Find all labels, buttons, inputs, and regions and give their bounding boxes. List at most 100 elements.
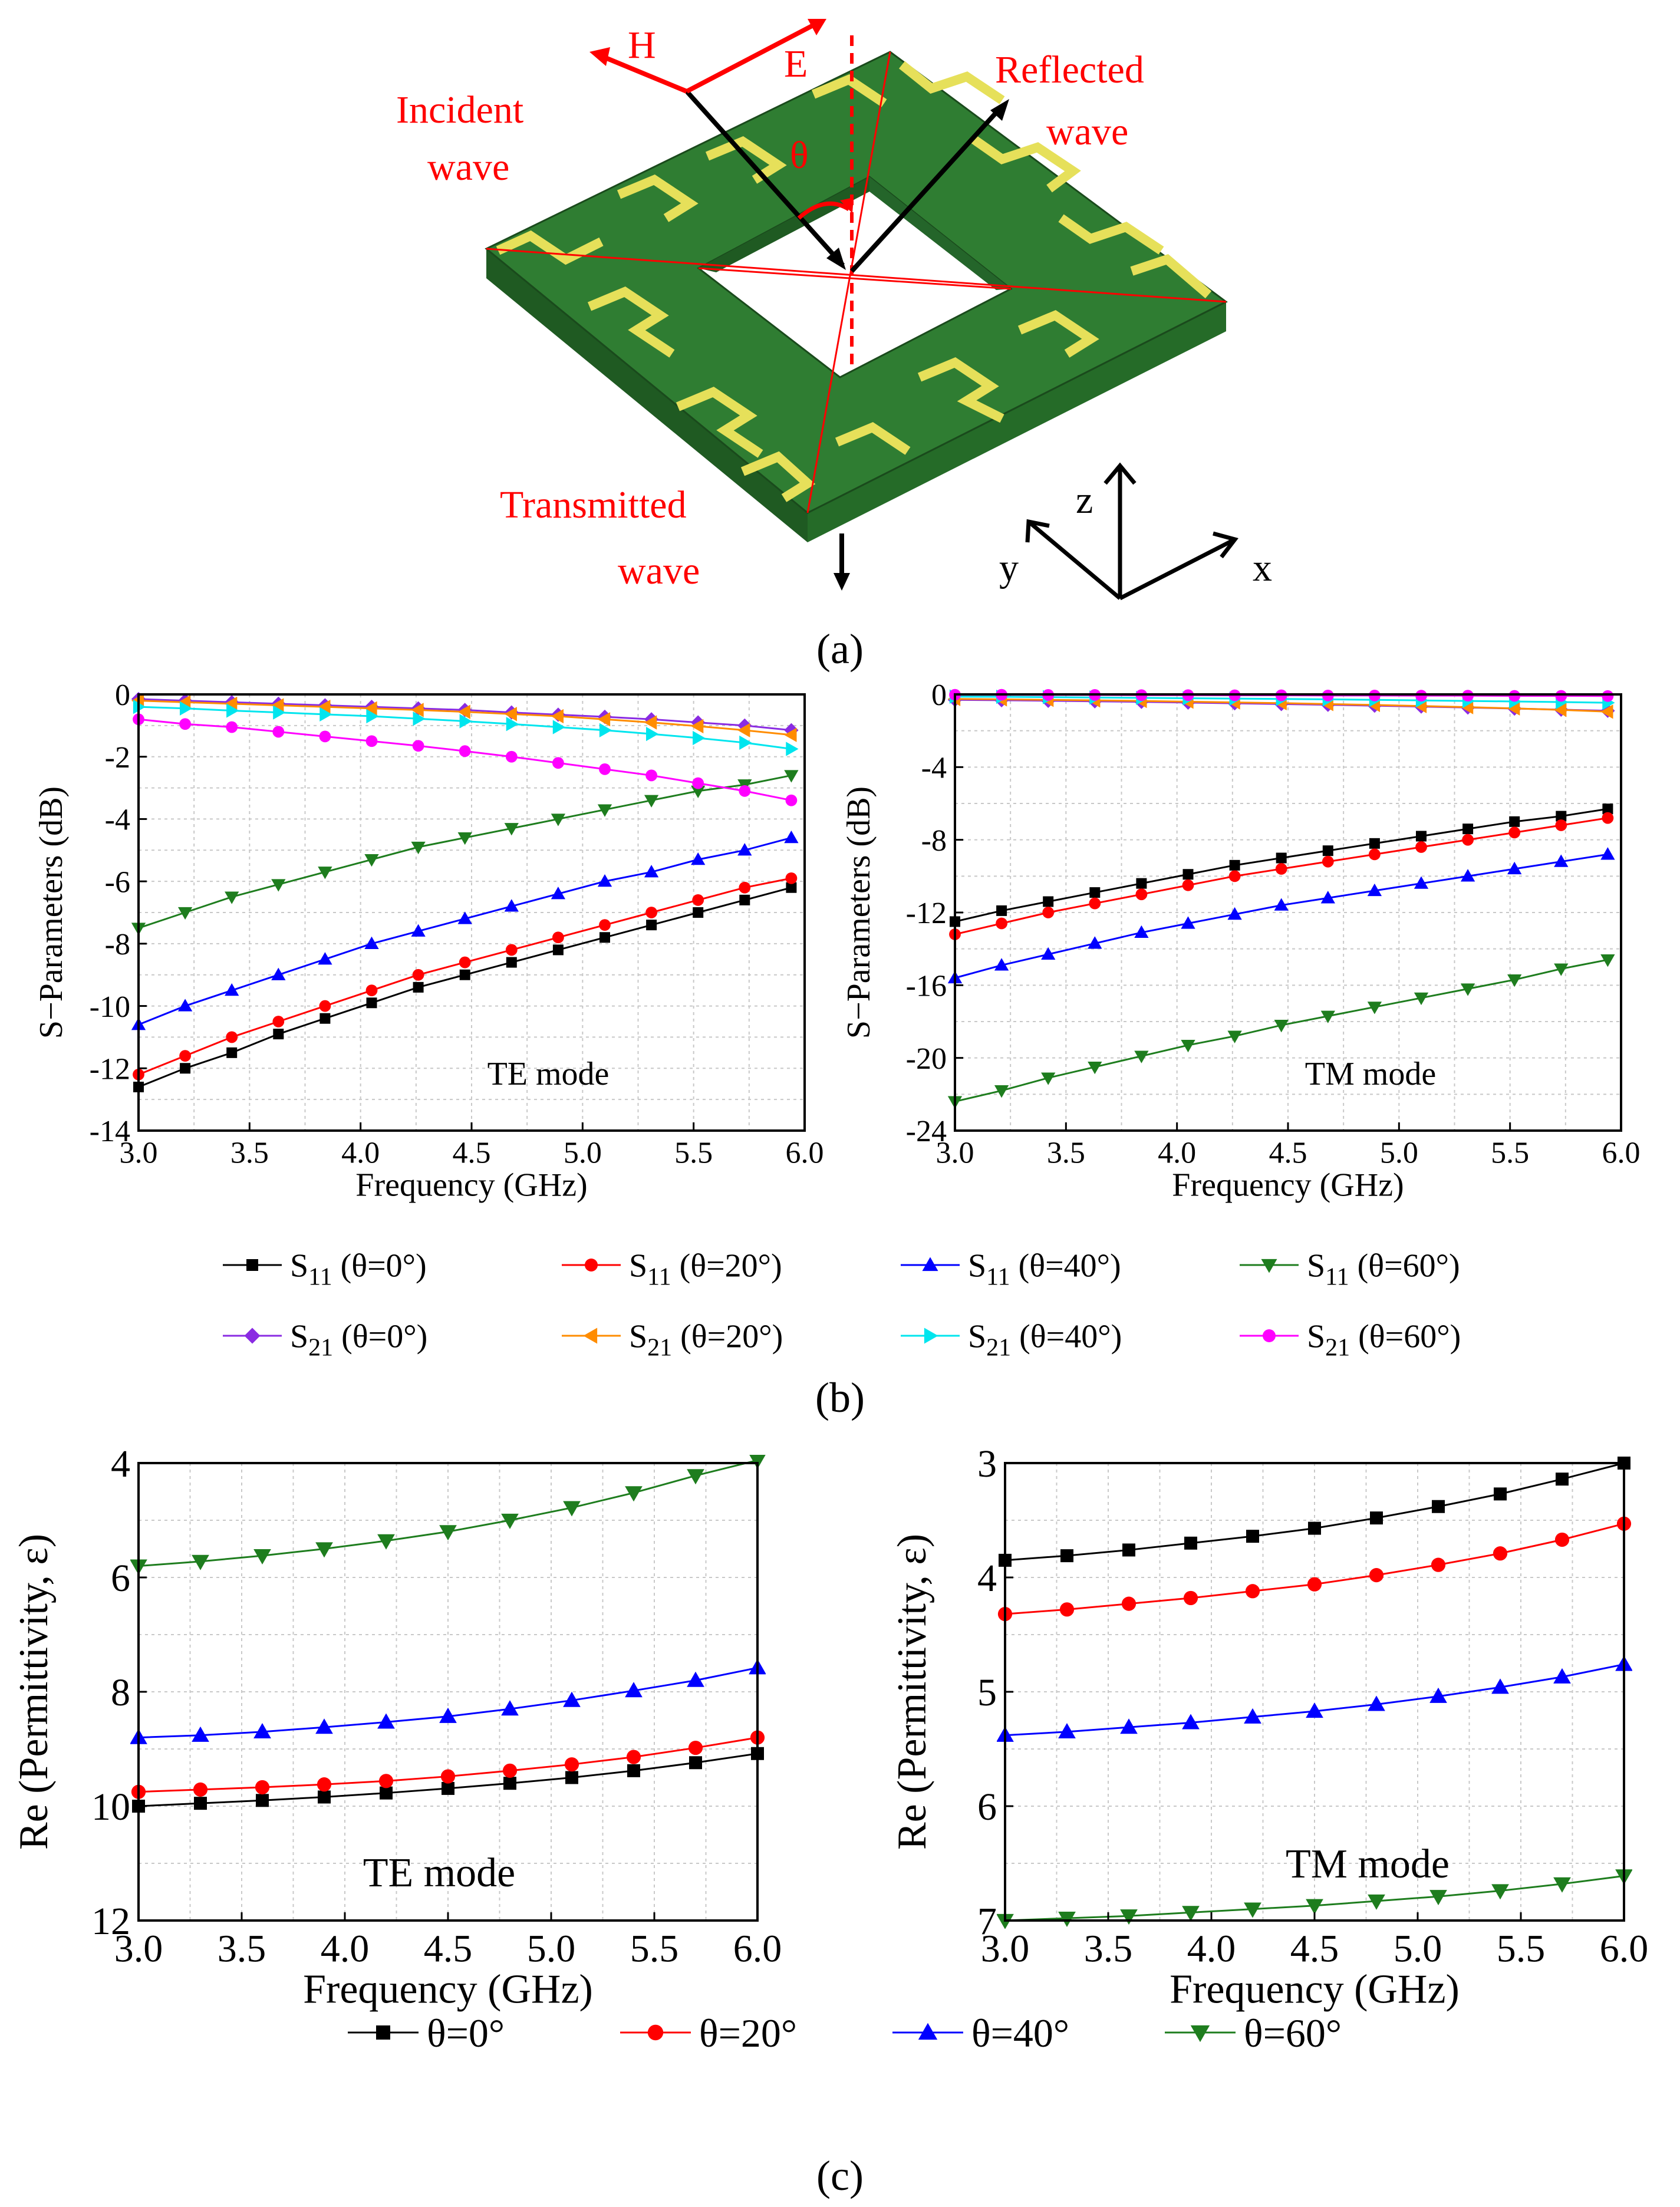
data-point-2-6 bbox=[1368, 1695, 1385, 1711]
data-point-1-14 bbox=[785, 872, 798, 884]
data-point-5-4 bbox=[318, 699, 331, 714]
legend-item-6: S21 (θ=40°) bbox=[901, 1319, 1122, 1362]
y-tick-label: -8 bbox=[105, 928, 130, 961]
data-point-2-7 bbox=[1274, 898, 1289, 911]
h-label: H bbox=[628, 24, 656, 67]
data-point-1-4 bbox=[1135, 888, 1148, 901]
series-group bbox=[131, 691, 799, 1092]
mode-annotation: TE mode bbox=[487, 1056, 610, 1092]
data-point-2-7 bbox=[1429, 1687, 1447, 1703]
data-point-1-9 bbox=[688, 1740, 703, 1755]
x-tick-label: 3.5 bbox=[1084, 1927, 1133, 1970]
data-point-1-2 bbox=[226, 1031, 238, 1043]
x-tick-label: 5.0 bbox=[527, 1927, 576, 1970]
data-point-2-2 bbox=[1041, 947, 1056, 960]
data-point-0-6 bbox=[413, 981, 424, 993]
strip-2 bbox=[587, 286, 675, 358]
data-point-1-11 bbox=[645, 907, 657, 918]
board-right-side bbox=[808, 302, 1226, 542]
legend-marker bbox=[918, 2022, 938, 2040]
data-point-5-13 bbox=[737, 723, 750, 737]
mode-annotation: TE mode bbox=[363, 1850, 516, 1896]
legend-label: S21 (θ=60°) bbox=[1307, 1319, 1461, 1362]
data-point-7-5 bbox=[365, 735, 378, 747]
legend-label: S21 (θ=20°) bbox=[629, 1319, 783, 1362]
data-point-0-9 bbox=[1556, 1473, 1569, 1486]
board-left-side bbox=[486, 249, 808, 542]
legend-label: θ=40° bbox=[971, 2011, 1069, 2056]
data-point-1-4 bbox=[378, 1774, 394, 1788]
data-point-6-9 bbox=[552, 720, 566, 734]
data-point-6-2 bbox=[226, 703, 239, 718]
theta-arc bbox=[797, 201, 850, 220]
legend-item-1: S11 (θ=20°) bbox=[562, 1248, 782, 1291]
strip-3 bbox=[676, 386, 763, 458]
data-point-3-11 bbox=[1460, 983, 1475, 996]
legend-marker bbox=[1263, 1329, 1276, 1342]
data-point-3-3 bbox=[1182, 1906, 1200, 1922]
data-point-3-9 bbox=[687, 1469, 704, 1485]
data-point-3-2 bbox=[1041, 1072, 1056, 1085]
x-tick-label: 4.0 bbox=[1187, 1927, 1236, 1970]
data-point-7-10 bbox=[599, 763, 611, 775]
data-point-0-2 bbox=[226, 1047, 238, 1058]
data-point-5-10 bbox=[597, 712, 611, 727]
data-point-1-10 bbox=[599, 919, 611, 931]
series-group bbox=[947, 689, 1615, 1109]
legend-item-3: S11 (θ=60°) bbox=[1240, 1248, 1460, 1291]
y-tick-label: -12 bbox=[906, 897, 947, 930]
hole-wall-back bbox=[699, 177, 869, 272]
data-point-0-14 bbox=[786, 882, 797, 893]
data-point-0-4 bbox=[319, 1013, 331, 1024]
data-point-3-14 bbox=[1600, 954, 1615, 967]
data-point-3-5 bbox=[364, 854, 379, 867]
meander-strips bbox=[496, 61, 1212, 502]
transmitted-label-line1: Transmitted bbox=[500, 483, 687, 526]
data-point-7-13 bbox=[1555, 690, 1567, 702]
data-point-0-5 bbox=[442, 1781, 454, 1795]
data-point-3-9 bbox=[551, 813, 566, 826]
chart-tm-permittivity: 3.0 3.5 4.0 4.5 5.0 5.5 6.0 3 4 5 6 7 Frequency (GHz… bbox=[890, 1442, 1648, 2012]
data-point-2-2 bbox=[1120, 1718, 1138, 1734]
data-point-5-7 bbox=[457, 704, 470, 719]
data-point-6-3 bbox=[273, 705, 286, 720]
data-point-3-14 bbox=[784, 770, 799, 783]
data-point-3-10 bbox=[597, 804, 612, 817]
x-tick-label: 4.0 bbox=[1158, 1137, 1196, 1170]
strip-8 bbox=[899, 61, 1005, 104]
data-point-0-6 bbox=[503, 1777, 516, 1790]
panel-b-s-parameters: 3.0 3.5 4.0 4.5 5.0 5.5 6.0 0 -2 -4 -6 -8 -10 -12 -14 F… bbox=[33, 678, 1641, 1421]
data-point-2-13 bbox=[737, 843, 752, 856]
data-point-1-2 bbox=[255, 1780, 270, 1795]
data-point-2-6 bbox=[411, 924, 426, 937]
data-point-0-6 bbox=[1370, 1511, 1383, 1525]
axis-labels: z y x bbox=[999, 479, 1272, 589]
y-tick-label: 0 bbox=[931, 678, 947, 712]
data-point-0-5 bbox=[1308, 1521, 1321, 1535]
data-point-3-2 bbox=[225, 891, 239, 904]
h-field-arrowhead bbox=[589, 47, 610, 66]
data-point-5-14 bbox=[784, 727, 797, 742]
data-point-1-5 bbox=[440, 1769, 456, 1784]
data-point-2-4 bbox=[1244, 1708, 1261, 1724]
legend-marker bbox=[924, 1328, 938, 1344]
data-point-0-2 bbox=[256, 1794, 269, 1807]
data-point-2-6 bbox=[1227, 907, 1242, 920]
x-tick-label: 5.5 bbox=[1491, 1137, 1529, 1170]
data-point-0-1 bbox=[1060, 1549, 1073, 1563]
x-tick-label: 6.0 bbox=[1600, 1927, 1649, 1970]
y-axis-arrowhead bbox=[1025, 519, 1050, 543]
data-point-6-6 bbox=[413, 711, 426, 726]
data-point-3-11 bbox=[644, 795, 659, 808]
data-point-2-11 bbox=[644, 865, 659, 878]
data-point-3-6 bbox=[1368, 1894, 1385, 1910]
data-point-7-1 bbox=[179, 718, 191, 730]
data-point-2-12 bbox=[1507, 861, 1522, 875]
strip-6 bbox=[705, 136, 787, 184]
diagonal-2 bbox=[806, 51, 891, 513]
data-point-7-14 bbox=[1602, 690, 1614, 702]
data-point-7-14 bbox=[785, 794, 798, 806]
x-tick-label: 4.0 bbox=[341, 1137, 380, 1170]
x-tick-label: 5.5 bbox=[630, 1927, 679, 1970]
x-tick-label: 5.0 bbox=[564, 1137, 602, 1170]
